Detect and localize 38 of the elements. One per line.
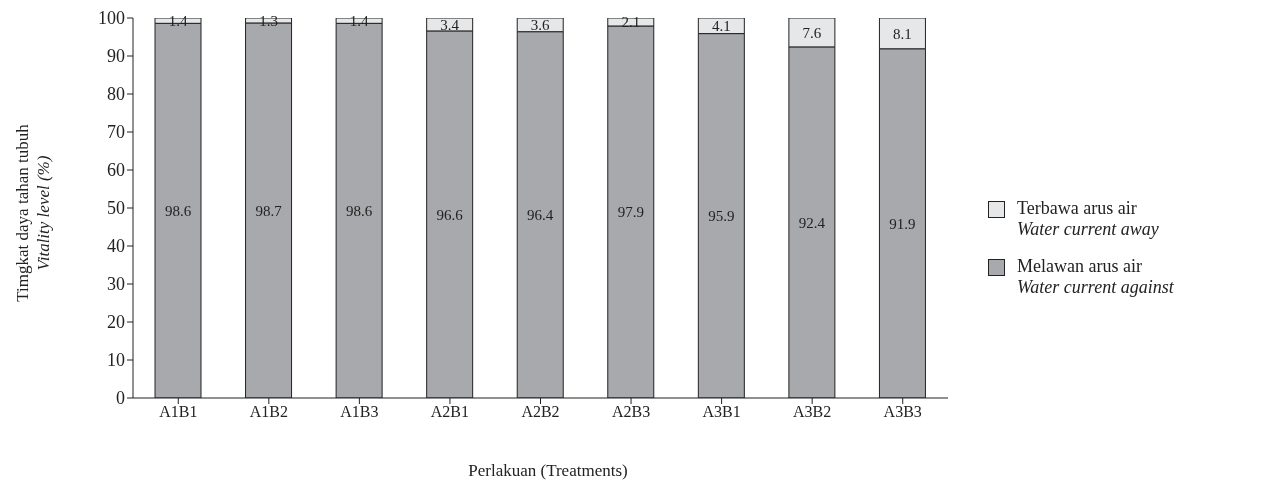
- x-tick-label: A3B2: [793, 403, 832, 421]
- y-tick-label: 90: [107, 46, 125, 67]
- y-tick-label: 10: [107, 350, 125, 371]
- x-tick-label: A1B2: [249, 403, 288, 421]
- data-label: 3.4: [440, 16, 460, 33]
- data-label: 92.4: [798, 214, 826, 231]
- x-axis-title: Perlakuan (Treatments): [468, 461, 628, 480]
- x-tick-label: A2B1: [430, 403, 470, 421]
- x-tick-label: A1B1: [159, 403, 198, 421]
- data-label: 96.4: [527, 207, 554, 224]
- data-label: 96.6: [436, 206, 464, 223]
- data-label: 97.9: [617, 204, 644, 221]
- y-axis-title: Timgkat daya tahan tubuh Vitality level (%): [13, 123, 53, 302]
- data-label: 7.6: [802, 24, 822, 41]
- y-tick-label: 20: [107, 312, 125, 333]
- data-label: 91.9: [889, 215, 916, 232]
- data-label: 8.1: [893, 25, 912, 42]
- data-label: 3.6: [530, 17, 551, 34]
- y-tick-label: 30: [107, 274, 125, 295]
- x-tick-label: A1B3: [340, 403, 379, 421]
- y-tick-label: 40: [107, 236, 125, 257]
- x-tick-label: A2B2: [521, 403, 560, 421]
- data-label: 98.7: [255, 202, 283, 219]
- data-label: 4.1: [711, 18, 731, 35]
- x-tick-label: A3B3: [883, 403, 922, 421]
- legend-label: Melawan arus air Water current against: [1017, 256, 1174, 298]
- data-label: 95.9: [708, 208, 735, 225]
- data-label: 98.6: [164, 202, 192, 219]
- x-tick-label: A3B1: [702, 403, 741, 421]
- y-tick-label: 60: [107, 160, 125, 181]
- y-tick-label: 0: [116, 388, 125, 409]
- y-tick-label: 70: [107, 122, 125, 143]
- y-tick-label: 100: [98, 8, 125, 29]
- y-tick-label: 80: [107, 84, 125, 105]
- y-tick-label: 50: [107, 198, 125, 219]
- x-tick-label: A2B3: [611, 403, 651, 421]
- legend-label: Terbawa arus air Water current away: [1017, 198, 1159, 240]
- data-label: 98.6: [345, 202, 373, 219]
